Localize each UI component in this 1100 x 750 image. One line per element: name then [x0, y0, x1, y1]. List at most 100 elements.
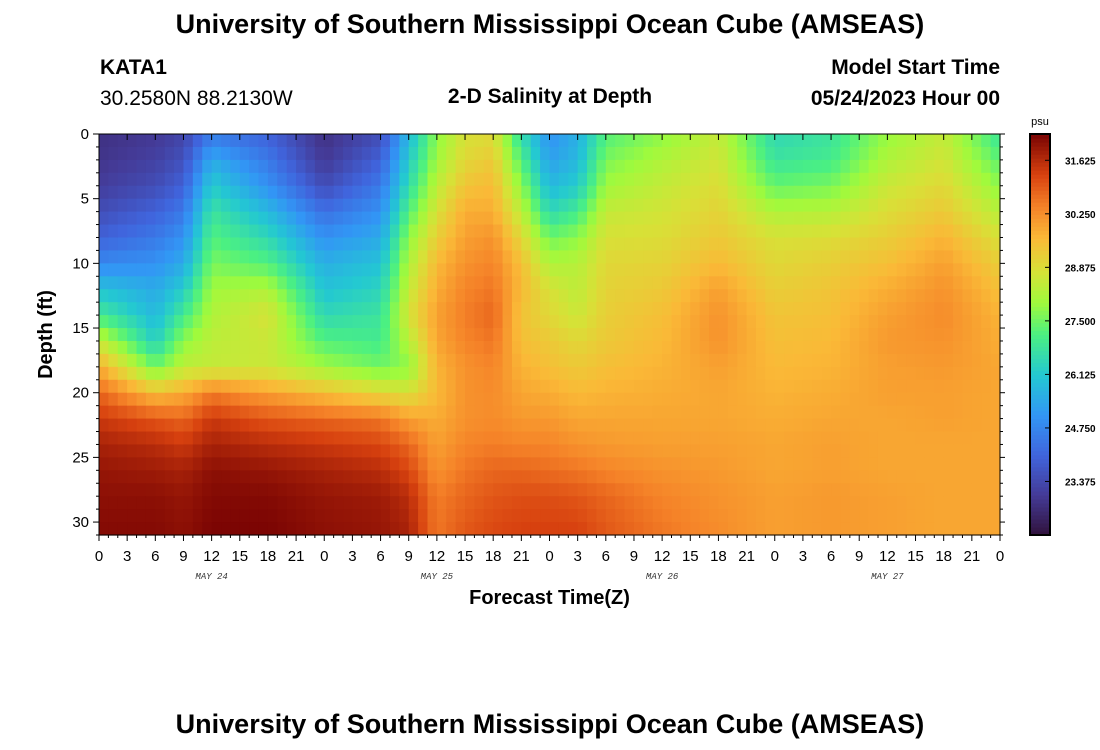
heatmap-cell [343, 431, 354, 446]
heatmap-cell [174, 392, 185, 407]
heatmap-cell [192, 392, 203, 407]
heatmap-cell [671, 353, 682, 368]
heatmap-cell [521, 392, 532, 407]
heatmap-cell [493, 146, 504, 161]
heatmap-cell [596, 379, 607, 394]
heatmap-cell [192, 379, 203, 394]
heatmap-cell [483, 276, 494, 290]
heatmap-cell [436, 483, 447, 497]
heatmap-cell [633, 172, 644, 187]
heatmap-cell [483, 289, 494, 303]
heatmap-cell [737, 353, 748, 368]
heatmap-cell [493, 431, 504, 446]
heatmap-cell [352, 418, 363, 433]
heatmap-cell [286, 457, 297, 471]
heatmap-cell [333, 366, 344, 381]
heatmap-cell [962, 405, 973, 420]
heatmap-cell [455, 353, 466, 368]
heatmap-cell [277, 289, 288, 303]
heatmap-cell [333, 302, 344, 316]
heatmap-cell [793, 211, 804, 226]
heatmap-cell [615, 276, 626, 290]
heatmap-cell [136, 198, 147, 213]
heatmap-cell [568, 263, 579, 277]
heatmap-cell [99, 418, 109, 433]
heatmap-cell [408, 211, 419, 226]
heatmap-cell [699, 146, 710, 161]
heatmap-cell [680, 353, 691, 368]
heatmap-cell [746, 276, 757, 290]
heatmap-cell [887, 444, 898, 458]
heatmap-cell [267, 263, 278, 277]
heatmap-cell [511, 470, 522, 484]
heatmap-cell [680, 379, 691, 394]
heatmap-cell [549, 431, 560, 446]
heatmap-cell [774, 159, 785, 174]
heatmap-cell [371, 211, 382, 226]
colorbar-swatch [1030, 186, 1050, 191]
heatmap-cell [267, 509, 278, 523]
date-label: MAY 25 [421, 572, 454, 582]
heatmap-cell [258, 509, 269, 523]
heatmap-cell [906, 353, 917, 368]
heatmap-cell [699, 289, 710, 303]
heatmap-cell [981, 366, 992, 381]
heatmap-cell [314, 172, 325, 187]
heatmap-cell [249, 431, 260, 446]
colorbar-swatch [1030, 474, 1050, 480]
heatmap-cell [99, 302, 109, 316]
heatmap-cell [258, 496, 269, 510]
heatmap-cell [164, 211, 175, 226]
heatmap-cell [737, 405, 748, 420]
heatmap-cell [549, 444, 560, 458]
heatmap-cell [849, 198, 860, 213]
heatmap-cell [343, 522, 354, 536]
heatmap-cell [849, 159, 860, 174]
heatmap-cell [906, 379, 917, 394]
heatmap-cell [981, 198, 992, 213]
heatmap-cell [399, 146, 410, 161]
heatmap-cell [117, 496, 128, 510]
heatmap-cell [802, 392, 813, 407]
heatmap-cell [108, 289, 119, 303]
heatmap-cell [324, 496, 335, 510]
heatmap-cell [605, 289, 616, 303]
heatmap-cell [718, 211, 729, 226]
heatmap-cell [915, 146, 926, 161]
x-tick-label: 0 [320, 548, 328, 565]
heatmap-cell [784, 457, 795, 471]
heatmap-cell [108, 134, 119, 148]
heatmap-cell [230, 418, 241, 433]
heatmap-cell [521, 405, 532, 420]
heatmap-cell [211, 134, 222, 148]
heatmap-cell [155, 134, 166, 148]
heatmap-cell [418, 405, 429, 420]
heatmap-cell [155, 159, 166, 174]
heatmap-cell [296, 211, 307, 226]
heatmap-cell [568, 185, 579, 200]
heatmap-cell [436, 522, 447, 536]
heatmap-cell [662, 379, 673, 394]
heatmap-cell [474, 405, 485, 420]
heatmap-cell [305, 302, 316, 316]
heatmap-cell [267, 302, 278, 316]
heatmap-cell [953, 366, 964, 381]
heatmap-cell [887, 134, 898, 148]
heatmap-cell [859, 392, 870, 407]
heatmap-cell [483, 470, 494, 484]
heatmap-cell [277, 340, 288, 355]
heatmap-cell [765, 302, 776, 316]
heatmap-cell [324, 237, 335, 252]
heatmap-cell [615, 250, 626, 264]
heatmap-cell [136, 405, 147, 420]
colorbar-swatch [1030, 514, 1050, 520]
heatmap-cell [558, 496, 569, 510]
heatmap-cell [380, 483, 391, 497]
colorbar-swatch [1030, 522, 1050, 528]
heatmap-cell [962, 224, 973, 239]
heatmap-cell [436, 470, 447, 484]
heatmap-cell [765, 470, 776, 484]
heatmap-cell [333, 522, 344, 536]
heatmap-cell [136, 276, 147, 290]
heatmap-cell [831, 522, 842, 536]
